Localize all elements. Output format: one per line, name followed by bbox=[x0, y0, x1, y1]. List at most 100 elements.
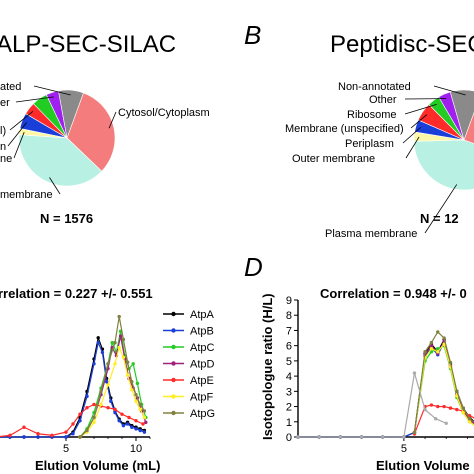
pie-b-leader-non-annotated bbox=[433, 85, 466, 96]
plot-c-point-atpf bbox=[99, 402, 103, 407]
plot-c-point-atpe bbox=[36, 432, 40, 436]
plot-d-point-atpc bbox=[436, 347, 440, 351]
pie-a-label-cytosol-cytoplasm: Cytosol/Cytoplasm bbox=[118, 107, 210, 119]
pie-a-leader-non-annotated bbox=[33, 85, 71, 96]
plot-c-point-atpf bbox=[138, 407, 142, 412]
pie-a-slice-plasma-membrane bbox=[18, 134, 103, 187]
plot-c-point-atpb bbox=[71, 432, 75, 436]
plot-c-point-atpb bbox=[104, 379, 109, 384]
legend-label-atpf: AtpF bbox=[190, 392, 214, 404]
legend-label-atpb: AtpB bbox=[190, 326, 214, 338]
pie-a-leader-cytosol-cytoplasm bbox=[108, 111, 117, 129]
plot-d-point-unlabelled bbox=[296, 435, 300, 439]
legend-marker-atpa bbox=[171, 311, 176, 317]
pie-a-leader-outer-membrane bbox=[13, 132, 25, 159]
plot-d-y-tick-label: 7 bbox=[286, 325, 292, 337]
plot-c-point-atpb bbox=[125, 422, 130, 426]
plot-c-point-atpc bbox=[131, 362, 135, 366]
plot-d-point-unlabelled bbox=[433, 417, 438, 421]
legend-marker-atpd bbox=[171, 361, 176, 366]
legend-marker-atpe bbox=[171, 377, 176, 383]
plot-d-point-atpg bbox=[412, 430, 417, 435]
plot-c-x-tick-label: 10 bbox=[130, 443, 142, 455]
plot-c-point-atpb bbox=[142, 430, 147, 434]
plot-c-point-atpe bbox=[127, 415, 131, 420]
plot-c-point-atpe bbox=[113, 407, 117, 412]
plot-c-point-atpb bbox=[138, 428, 142, 433]
panel-b-letter: B bbox=[244, 20, 261, 50]
plot-d-point-atpf bbox=[429, 347, 434, 351]
panel-d-letter: D bbox=[244, 252, 263, 282]
panel-a-n-label: N = 1576 bbox=[40, 211, 93, 226]
pie-a-leader-other bbox=[15, 96, 54, 103]
plot-c-point-atpb bbox=[100, 350, 105, 355]
plot-c-point-atpb bbox=[36, 435, 40, 439]
plot-c-point-atpe bbox=[71, 422, 75, 426]
legend-label-atpc: AtpC bbox=[190, 342, 215, 354]
plot-c-point-atpg bbox=[85, 428, 89, 433]
plot-c-point-atpg bbox=[99, 389, 103, 394]
plot-c-point-atpe bbox=[50, 433, 54, 438]
plot-c-point-atpf bbox=[125, 373, 130, 377]
plot-d-point-atpe bbox=[429, 403, 434, 407]
plot-c-point-atpe bbox=[92, 402, 96, 407]
pie-b-label-other: Other bbox=[369, 94, 397, 106]
panel-c-x-axis-label: Elution Volume (mL) bbox=[35, 458, 160, 473]
plot-c-point-atpd bbox=[118, 334, 123, 338]
pie-b-leader-plasma-membrane bbox=[424, 184, 458, 234]
plot-c-point-atpf bbox=[92, 420, 96, 425]
pie-a-leader-membrane-unspecified bbox=[9, 111, 34, 131]
plot-d-series-atpf bbox=[413, 342, 474, 433]
plot-c-point-atpb bbox=[109, 399, 113, 403]
pie-b-label-plasma-membrane: Plasma membrane bbox=[325, 228, 417, 240]
plot-c-point-atpf bbox=[121, 355, 126, 359]
panel-b-n-label: N = 12 bbox=[420, 211, 459, 226]
plot-c-series-atpb bbox=[0, 340, 145, 438]
plot-c-point-atpe bbox=[85, 406, 89, 410]
panel-d-x-axis-label: Elution Volume bbox=[376, 458, 470, 473]
plot-d-point-unlabelled bbox=[359, 435, 364, 439]
plot-c-point-atpb bbox=[113, 410, 117, 415]
pie-b-label-periplasm: Periplasm bbox=[345, 138, 394, 150]
plot-d-point-atpg bbox=[455, 389, 459, 394]
plot-d-point-atpe bbox=[442, 404, 446, 409]
plot-c-point-atpg bbox=[142, 409, 147, 413]
panel-d-y-axis-label: Isotopologue ratio (H/L) bbox=[260, 293, 275, 440]
plot-d-y-tick-label: 6 bbox=[286, 341, 292, 353]
plot-d-y-tick-label: 0 bbox=[286, 432, 292, 444]
plot-d-x-tick-label: 5 bbox=[401, 443, 407, 455]
plot-c-x-tick-label: 5 bbox=[63, 443, 69, 455]
plot-d-point-atpf bbox=[467, 420, 472, 424]
plot-c-series-atpa bbox=[0, 335, 145, 438]
pie-b-label-non-annotated: Non-annotated bbox=[338, 81, 411, 93]
plot-c-point-atpa bbox=[96, 336, 100, 340]
legend-label-atpe: AtpE bbox=[190, 375, 214, 387]
plot-c-point-atpb bbox=[117, 419, 121, 423]
plot-d-point-unlabelled bbox=[412, 371, 417, 375]
plot-c-point-atpe bbox=[8, 433, 12, 438]
plot-d-point-atpg bbox=[429, 340, 434, 345]
plot-c-point-atpg bbox=[134, 393, 138, 397]
legend-label-atpa: AtpA bbox=[190, 309, 215, 321]
plot-c-point-atpb bbox=[130, 425, 134, 429]
plot-d-point-unlabelled bbox=[402, 435, 406, 439]
plot-c-point-atpb bbox=[121, 423, 126, 428]
legend-marker-atpc bbox=[171, 344, 176, 350]
plot-c-series-atpc bbox=[79, 331, 147, 438]
legend-marker-atpb bbox=[171, 328, 176, 333]
pie-b-label-membrane-unspecified: Membrane (unspecified) bbox=[285, 123, 404, 135]
pie-a-leader-periplasm bbox=[7, 122, 27, 147]
plot-c-point-atpe bbox=[120, 412, 124, 416]
plot-c-point-atpb bbox=[78, 419, 82, 423]
panel-c-line-chart: 5 10 bbox=[0, 314, 151, 455]
pie-a-label-outer-membrane: ne bbox=[0, 153, 12, 165]
pie-b-slice-plasma-membrane bbox=[413, 139, 474, 191]
plot-c-point-atpe bbox=[22, 425, 26, 429]
plot-d-y-tick-label: 4 bbox=[286, 371, 292, 383]
plot-c-point-atpg bbox=[138, 402, 142, 407]
plot-c-point-atpe bbox=[134, 419, 138, 423]
plot-d-point-atpg bbox=[423, 350, 427, 354]
plot-c-point-atpg bbox=[117, 314, 121, 319]
plot-c-point-atpb bbox=[22, 435, 26, 439]
